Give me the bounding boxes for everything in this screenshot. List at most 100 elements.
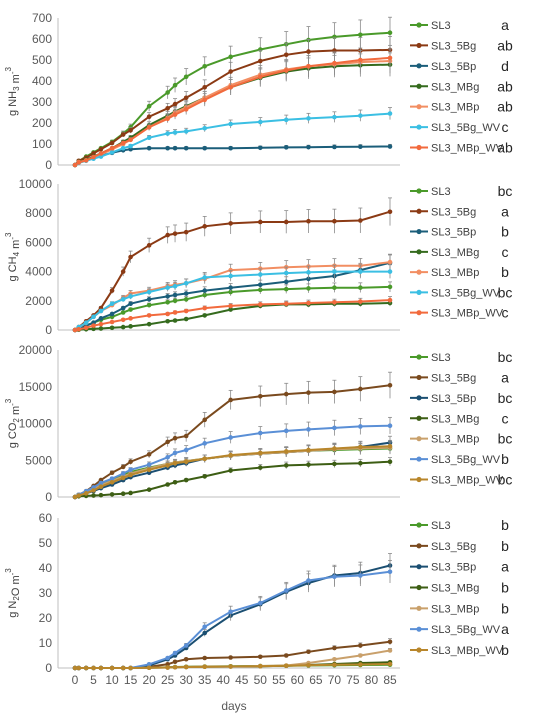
data-point xyxy=(120,317,126,323)
data-point xyxy=(202,145,208,151)
data-point xyxy=(202,97,208,103)
y-tick-label: 100 xyxy=(32,137,52,151)
data-point xyxy=(332,461,337,467)
significance-letter: a xyxy=(501,17,509,33)
legend-swatch-marker xyxy=(416,42,422,49)
data-point xyxy=(332,656,337,662)
data-point xyxy=(146,103,152,109)
data-point xyxy=(306,427,311,432)
significance-letter: b xyxy=(501,517,509,533)
x-tick-label: 85 xyxy=(383,673,397,687)
data-point xyxy=(98,492,104,498)
data-point xyxy=(387,55,393,61)
data-point xyxy=(165,299,170,305)
y-tick-label: 600 xyxy=(32,32,52,46)
data-point xyxy=(172,659,178,665)
legend-label: SL3_5Bg xyxy=(431,206,476,218)
significance-letter: b xyxy=(501,264,509,280)
data-point xyxy=(183,74,189,80)
data-point xyxy=(257,282,263,288)
data-point xyxy=(183,447,189,453)
data-point xyxy=(283,449,289,454)
data-point xyxy=(83,158,89,163)
data-point xyxy=(202,417,208,423)
data-point xyxy=(172,318,178,323)
data-point xyxy=(172,283,178,289)
data-point xyxy=(165,131,170,136)
data-point xyxy=(72,327,78,333)
legend-swatch-marker xyxy=(416,188,422,194)
data-point xyxy=(228,221,233,226)
data-point xyxy=(306,390,311,395)
legend-swatch-marker xyxy=(416,605,422,611)
legend-label: SL3_MBp xyxy=(431,603,479,615)
data-point xyxy=(283,286,289,292)
data-point xyxy=(358,299,363,304)
y-tick-label: 400 xyxy=(32,74,52,88)
data-point xyxy=(172,460,178,466)
series-SL3_5Bg xyxy=(72,371,393,500)
data-point xyxy=(257,600,263,606)
data-point xyxy=(387,30,393,35)
data-point xyxy=(183,291,189,296)
legend-label: SL3_MBp_WV xyxy=(431,143,504,155)
y-tick-label: 500 xyxy=(32,53,52,67)
y-tick-label: 50 xyxy=(39,536,53,550)
data-point xyxy=(183,95,189,101)
legend-swatch-marker xyxy=(416,124,422,130)
data-point xyxy=(165,232,170,238)
data-point xyxy=(109,150,115,155)
data-point xyxy=(146,321,152,327)
legend-label: SL3 xyxy=(431,186,451,198)
data-point xyxy=(98,480,104,486)
data-point xyxy=(306,116,311,121)
y-tick-label: 20000 xyxy=(19,343,53,357)
data-point xyxy=(146,313,152,318)
legend-label: SL3_5Bg_WV xyxy=(431,122,501,134)
data-point xyxy=(306,270,311,275)
data-point xyxy=(128,490,133,496)
data-point xyxy=(165,116,170,122)
data-point xyxy=(128,137,133,143)
data-point xyxy=(165,655,170,661)
x-tick-label: 80 xyxy=(365,673,379,687)
data-point xyxy=(172,130,178,135)
data-point xyxy=(172,292,178,298)
series-SL3_MBp_WV xyxy=(72,661,393,671)
data-point xyxy=(146,661,152,667)
data-point xyxy=(202,664,208,670)
series-SL3_MBp_WV xyxy=(72,296,393,333)
data-point xyxy=(183,477,189,483)
data-point xyxy=(109,301,115,307)
data-point xyxy=(283,588,289,593)
data-point xyxy=(165,90,170,95)
legend-label: SL3_5Bp xyxy=(431,61,476,73)
data-point xyxy=(358,218,363,223)
data-point xyxy=(283,270,289,276)
data-point xyxy=(172,145,178,151)
data-point xyxy=(358,424,363,429)
data-point xyxy=(228,273,233,279)
data-point xyxy=(387,443,393,449)
data-point xyxy=(257,394,263,399)
data-point xyxy=(228,121,233,127)
significance-letter: a xyxy=(501,369,509,385)
data-point xyxy=(128,128,133,133)
data-point xyxy=(183,297,189,302)
legend-swatch-marker xyxy=(416,456,422,462)
legend-swatch-marker xyxy=(416,63,422,69)
data-point xyxy=(146,302,152,308)
legend-swatch-marker xyxy=(416,144,422,151)
y-tick-label: 10 xyxy=(39,636,53,650)
data-point xyxy=(283,279,289,285)
data-point xyxy=(120,297,126,302)
data-point xyxy=(358,386,363,392)
data-point xyxy=(120,475,126,481)
data-point xyxy=(91,665,96,671)
y-tick-label: 0 xyxy=(45,661,52,675)
data-point xyxy=(128,316,133,321)
data-point xyxy=(109,288,115,293)
data-point xyxy=(183,656,189,662)
data-point xyxy=(228,452,233,458)
data-point xyxy=(387,639,393,645)
